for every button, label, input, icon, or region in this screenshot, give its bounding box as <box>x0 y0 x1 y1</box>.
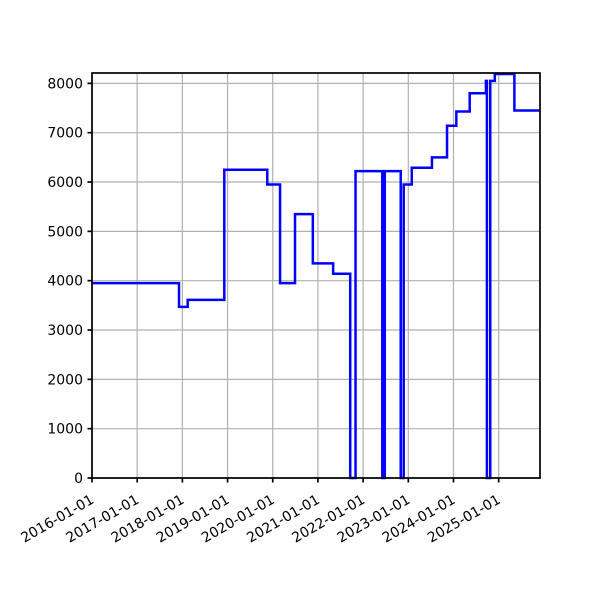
y-tick-label: 7000 <box>47 126 83 142</box>
tick-marks <box>87 82 500 483</box>
data-line <box>92 72 540 480</box>
y-tick-labels: 0 1000 2000 3000 4000 5000 6000 7000 8000 <box>47 76 83 487</box>
y-tick-label: 1000 <box>47 422 83 438</box>
y-tick-label: 8000 <box>47 76 83 92</box>
axes-spines <box>91 72 541 479</box>
y-tick-label: 6000 <box>47 175 83 191</box>
gridlines <box>91 73 540 479</box>
y-tick-label: 4000 <box>47 274 83 290</box>
y-tick-label: 0 <box>74 471 83 487</box>
x-tick-labels: 2016-01-012017-01-012018-01-012019-01-01… <box>18 492 503 547</box>
y-tick-label: 5000 <box>47 224 83 240</box>
y-tick-label: 3000 <box>47 323 83 339</box>
y-tick-label: 2000 <box>47 372 83 388</box>
